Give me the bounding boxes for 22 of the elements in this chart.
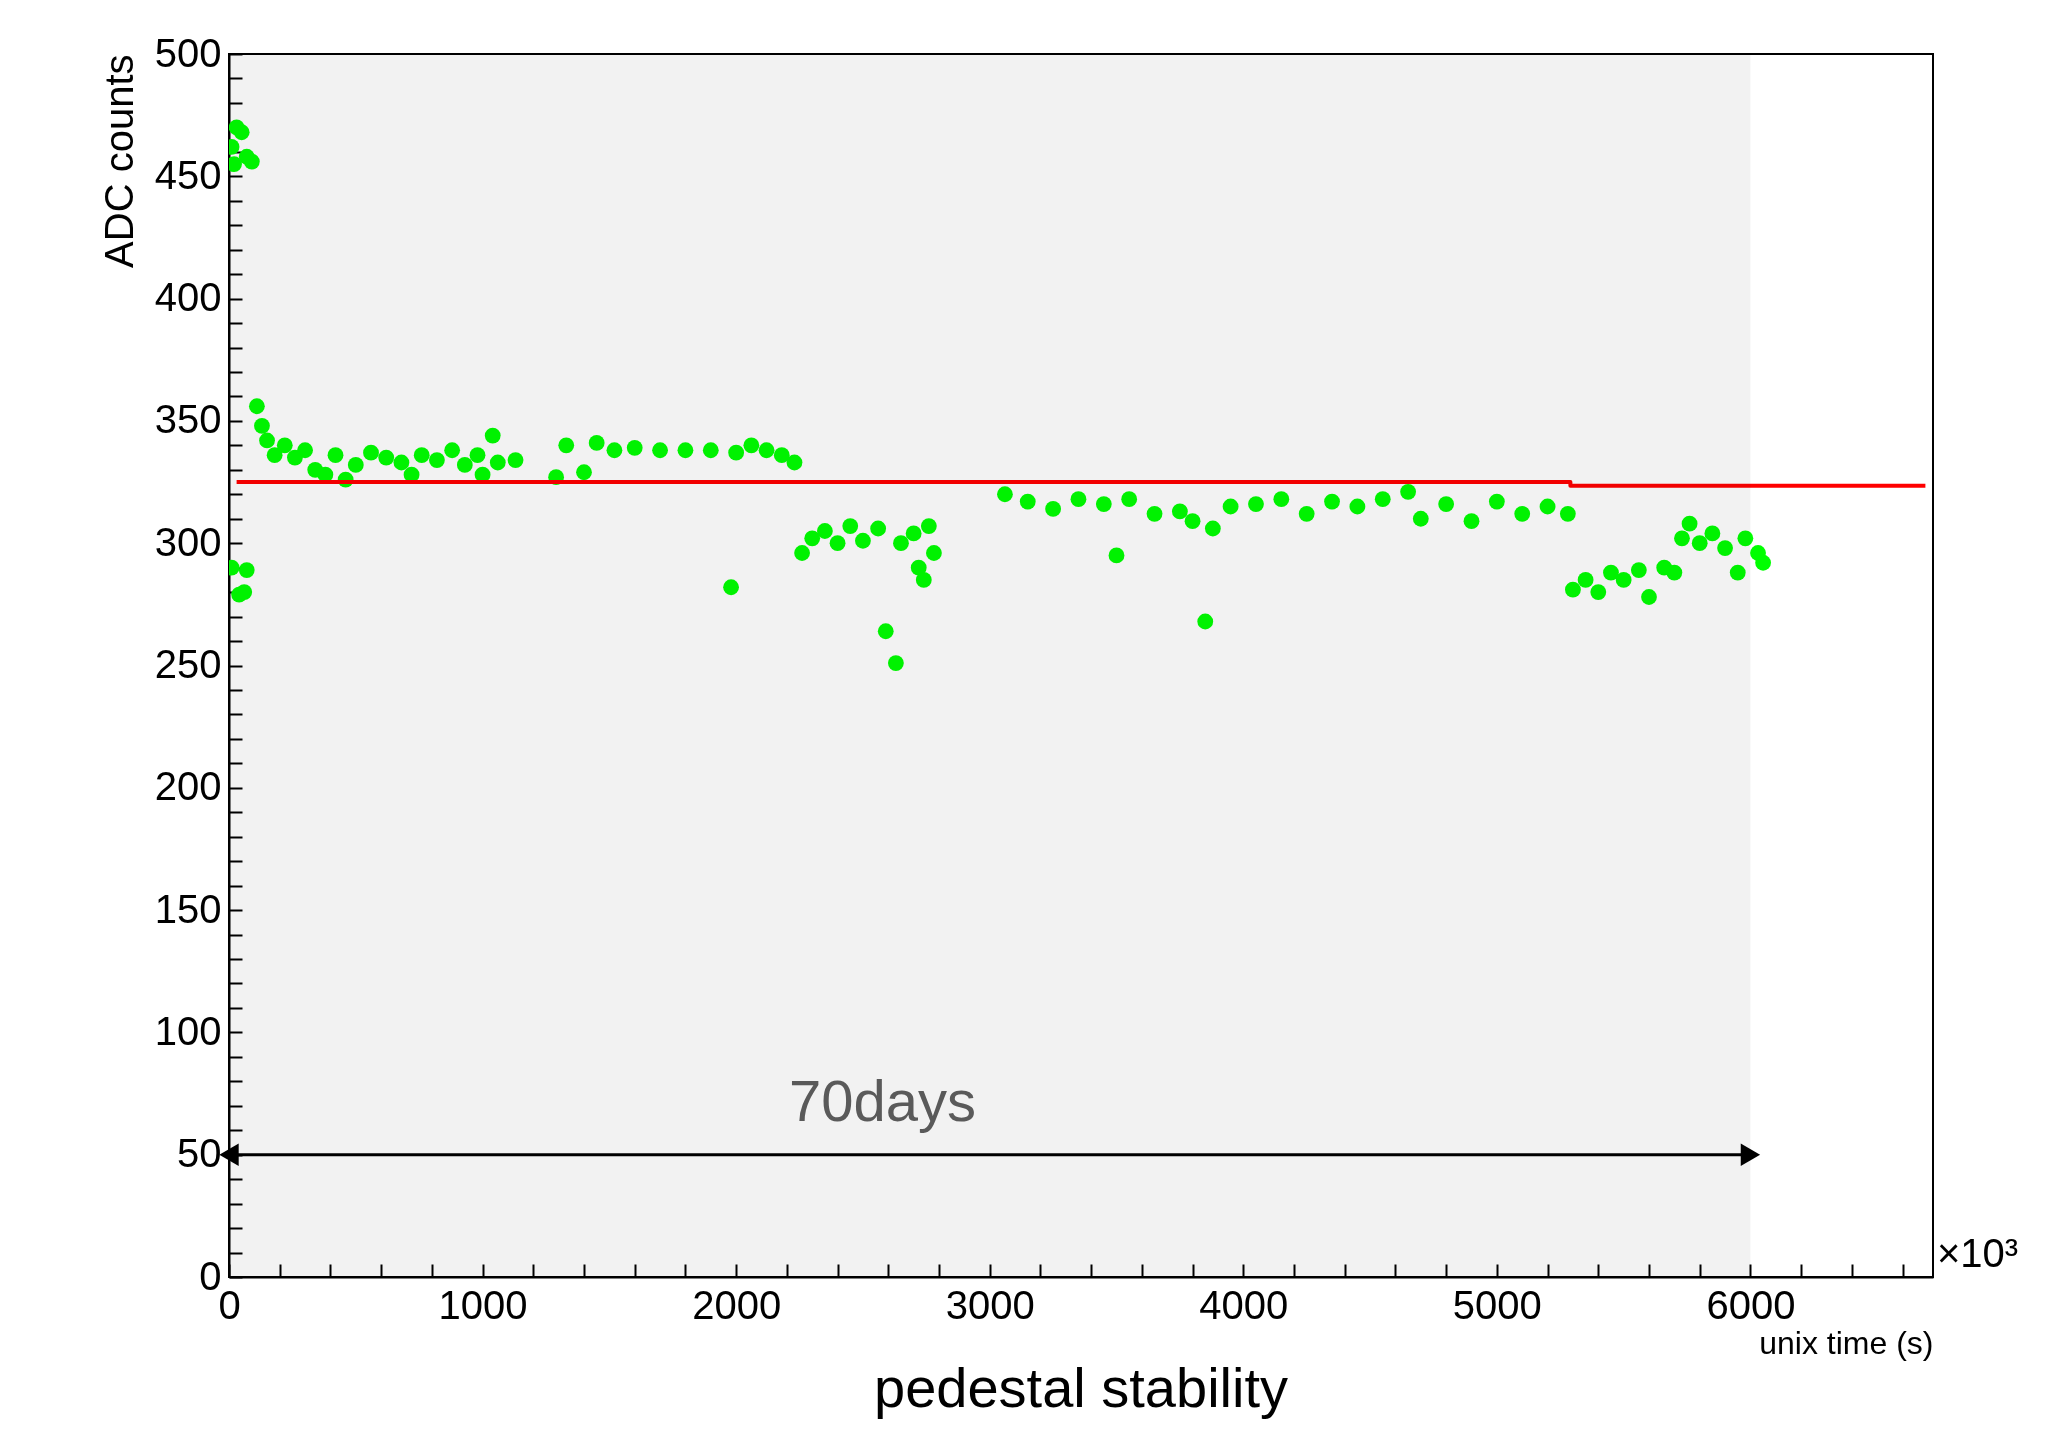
y-tick-label: 450 xyxy=(154,152,222,197)
y-tick-label: 200 xyxy=(154,764,222,809)
band-label: 70days xyxy=(789,1067,977,1133)
x-tick-label: 6000 xyxy=(1706,1282,1796,1327)
text: ×10³ xyxy=(1937,1231,2019,1275)
y-tick-label: 0 xyxy=(199,1253,222,1298)
x-tick-label: 3000 xyxy=(945,1282,1035,1327)
x-tick-label: 1000 xyxy=(438,1282,528,1327)
y-tick-label: 350 xyxy=(154,397,222,442)
y-axis-title: ADC counts xyxy=(96,54,141,268)
x-tick-label: 4000 xyxy=(1199,1282,1289,1327)
x-tick-label: 5000 xyxy=(1452,1282,1542,1327)
y-tick-label: 500 xyxy=(154,30,222,75)
y-tick-label: 300 xyxy=(154,519,222,564)
x-axis-title: unix time (s) xyxy=(1759,1324,1934,1361)
y-tick-label: 50 xyxy=(177,1131,222,1176)
x-tick-label: 2000 xyxy=(692,1282,782,1327)
y-tick-label: 150 xyxy=(154,886,222,931)
y-tick-label: 100 xyxy=(154,1008,222,1053)
y-tick-label: 400 xyxy=(154,275,222,320)
text: pedestal stability xyxy=(873,1356,1289,1419)
y-tick-label: 250 xyxy=(154,642,222,686)
